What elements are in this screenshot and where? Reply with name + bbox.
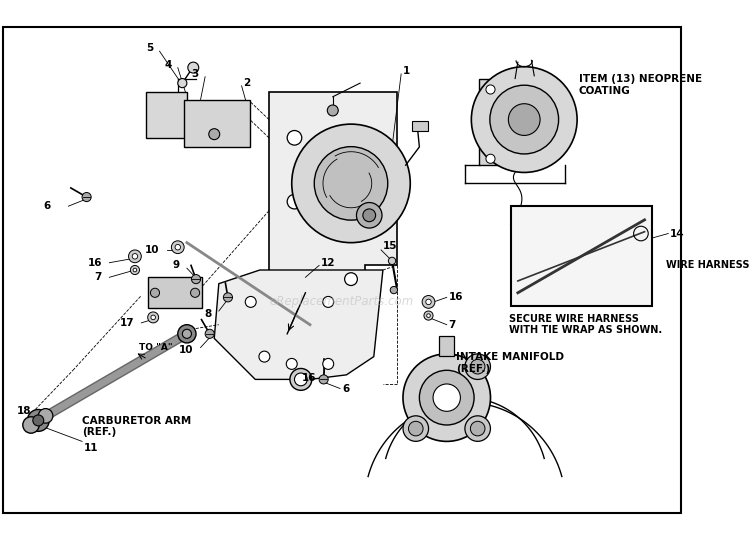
Circle shape: [424, 311, 433, 320]
Circle shape: [287, 131, 302, 145]
Circle shape: [433, 384, 460, 411]
Circle shape: [465, 354, 490, 380]
Text: 10: 10: [145, 245, 160, 255]
Text: 4: 4: [164, 60, 172, 70]
Circle shape: [426, 299, 431, 305]
Circle shape: [245, 296, 256, 307]
Polygon shape: [146, 92, 210, 138]
Circle shape: [128, 250, 141, 262]
Circle shape: [422, 295, 435, 308]
Text: CARBURETOR ARM
(REF.): CARBURETOR ARM (REF.): [82, 416, 191, 437]
Circle shape: [151, 288, 160, 298]
Circle shape: [292, 124, 410, 242]
Polygon shape: [269, 92, 397, 293]
Circle shape: [22, 417, 39, 433]
Circle shape: [486, 154, 495, 163]
Circle shape: [465, 416, 490, 441]
Circle shape: [175, 245, 181, 250]
Circle shape: [363, 209, 376, 222]
Circle shape: [403, 354, 490, 441]
Circle shape: [290, 368, 312, 390]
Text: 7: 7: [448, 320, 456, 330]
Circle shape: [148, 312, 159, 323]
Circle shape: [259, 351, 270, 362]
Text: 17: 17: [119, 318, 134, 328]
Circle shape: [470, 421, 485, 436]
Circle shape: [172, 241, 184, 254]
Circle shape: [403, 416, 428, 441]
Circle shape: [419, 370, 474, 425]
Text: 8: 8: [204, 309, 212, 319]
Circle shape: [133, 268, 136, 272]
Circle shape: [82, 192, 92, 201]
Circle shape: [224, 293, 232, 302]
Circle shape: [130, 266, 140, 274]
Circle shape: [314, 147, 388, 220]
Text: 7: 7: [94, 272, 102, 282]
Text: 11: 11: [84, 443, 98, 453]
Text: 1: 1: [403, 66, 410, 76]
Text: 6: 6: [342, 383, 350, 394]
Text: 16: 16: [448, 292, 463, 302]
Circle shape: [427, 314, 430, 318]
Text: ITEM (13) NEOPRENE
COATING: ITEM (13) NEOPRENE COATING: [579, 74, 702, 96]
Text: 2: 2: [244, 78, 250, 88]
Bar: [412, 122, 428, 131]
Bar: [184, 99, 250, 147]
Circle shape: [188, 62, 199, 73]
Circle shape: [322, 359, 334, 369]
Text: WIRE HARNESS: WIRE HARNESS: [665, 260, 749, 271]
Circle shape: [27, 409, 50, 431]
Circle shape: [206, 329, 214, 339]
Circle shape: [287, 194, 302, 209]
Text: 5: 5: [146, 43, 153, 53]
Text: 16: 16: [302, 373, 316, 382]
Text: 18: 18: [16, 406, 31, 416]
Circle shape: [470, 360, 485, 374]
Circle shape: [471, 67, 577, 172]
Circle shape: [486, 85, 495, 94]
Bar: [440, 336, 454, 356]
Circle shape: [191, 274, 200, 284]
Polygon shape: [214, 270, 383, 380]
Polygon shape: [478, 78, 506, 165]
Circle shape: [190, 288, 200, 298]
Circle shape: [178, 325, 196, 343]
Text: 14: 14: [670, 228, 685, 239]
Circle shape: [209, 129, 220, 140]
Text: SECURE WIRE HARNESS
WITH TIE WRAP AS SHOWN.: SECURE WIRE HARNESS WITH TIE WRAP AS SHO…: [509, 314, 662, 335]
Circle shape: [409, 421, 423, 436]
Circle shape: [33, 415, 44, 426]
Circle shape: [322, 296, 334, 307]
Text: 12: 12: [321, 258, 335, 268]
Circle shape: [38, 409, 53, 423]
Circle shape: [356, 202, 382, 228]
Text: 10: 10: [178, 345, 194, 355]
Circle shape: [295, 373, 307, 386]
Text: 15: 15: [383, 241, 398, 251]
Circle shape: [182, 329, 191, 339]
Bar: [148, 278, 202, 308]
Circle shape: [319, 375, 328, 384]
Circle shape: [132, 254, 138, 259]
Bar: [511, 206, 652, 307]
Circle shape: [490, 85, 559, 154]
Circle shape: [390, 286, 398, 294]
Circle shape: [178, 78, 187, 87]
Circle shape: [344, 273, 358, 286]
Text: 3: 3: [191, 69, 199, 79]
Text: INTAKE MANIFOLD
(REF.): INTAKE MANIFOLD (REF.): [456, 352, 564, 374]
Text: eReplacementParts.com: eReplacementParts.com: [270, 295, 414, 308]
Text: TO "A": TO "A": [139, 343, 172, 352]
Circle shape: [509, 104, 540, 136]
Text: 6: 6: [43, 201, 50, 211]
Circle shape: [388, 257, 396, 265]
Circle shape: [327, 105, 338, 116]
Text: 9: 9: [172, 260, 179, 271]
Circle shape: [286, 359, 297, 369]
Text: 16: 16: [88, 258, 102, 268]
Circle shape: [151, 315, 155, 320]
